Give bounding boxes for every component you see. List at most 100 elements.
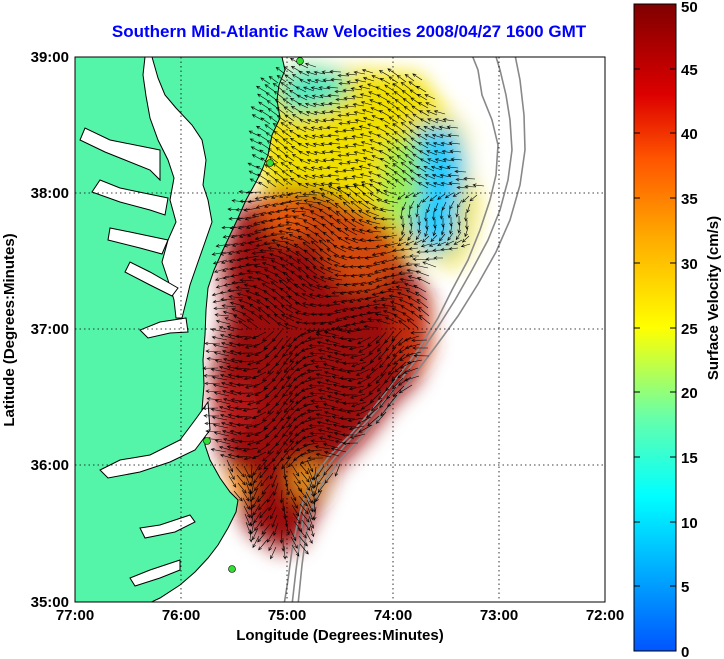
- velocity-arrow: [326, 85, 339, 90]
- velocity-arrow: [274, 98, 285, 107]
- velocity-arrow: [243, 505, 251, 519]
- velocity-arrow: [417, 306, 430, 317]
- velocity-arrow: [230, 233, 246, 239]
- velocity-arrow: [220, 258, 236, 264]
- velocity-arrow: [351, 237, 367, 243]
- velocity-arrow: [401, 89, 412, 98]
- velocity-arrow: [266, 180, 277, 188]
- velocity-arrow: [404, 192, 414, 199]
- velocity-arrow: [252, 258, 268, 262]
- velocity-arrow: [268, 253, 284, 259]
- velocity-arrow: [333, 307, 349, 313]
- velocity-arrow: [268, 115, 279, 124]
- velocity-arrow: [260, 475, 270, 487]
- velocity-arrow: [365, 210, 380, 217]
- colorbar-tick-label: 5: [681, 579, 689, 596]
- velocity-arrow: [379, 395, 390, 409]
- velocity-arrow: [266, 530, 275, 543]
- velocity-arrow: [246, 231, 262, 237]
- velocity-arrow: [235, 286, 251, 290]
- velocity-arrow: [404, 113, 415, 122]
- velocity-arrow: [399, 209, 404, 220]
- velocity-arrow: [363, 246, 379, 251]
- velocity-arrow: [416, 134, 428, 141]
- velocity-arrow: [431, 173, 444, 179]
- velocity-arrow: [350, 167, 363, 171]
- velocity-arrow: [295, 363, 311, 372]
- velocity-arrow: [353, 150, 366, 155]
- velocity-arrow: [244, 423, 261, 429]
- velocity-arrow: [313, 474, 318, 489]
- velocity-arrow: [267, 148, 278, 156]
- velocity-arrow: [430, 125, 443, 131]
- velocity-arrow: [424, 94, 436, 100]
- velocity-arrow: [206, 357, 223, 361]
- velocity-arrow: [342, 88, 355, 93]
- velocity-arrow: [351, 175, 364, 179]
- colorbar-tick-label: 20: [681, 385, 698, 402]
- velocity-arrow: [361, 69, 374, 74]
- velocity-arrow: [292, 472, 301, 485]
- velocity-arrow: [319, 248, 332, 258]
- velocity-arrow: [262, 194, 278, 200]
- velocity-arrow: [321, 110, 334, 114]
- velocity-arrow: [283, 505, 287, 520]
- velocity-arrow: [325, 303, 341, 308]
- velocity-arrow: [409, 303, 422, 313]
- velocity-arrow: [319, 266, 334, 274]
- velocity-arrow: [303, 166, 315, 172]
- velocity-arrow: [448, 246, 459, 251]
- velocity-arrow: [339, 290, 355, 295]
- velocity-arrow: [278, 192, 294, 198]
- velocity-arrow: [289, 431, 302, 443]
- velocity-arrow: [362, 156, 375, 162]
- velocity-arrow: [350, 200, 363, 211]
- velocity-arrow: [377, 102, 389, 109]
- velocity-arrow: [392, 337, 404, 350]
- velocity-arrow: [254, 347, 269, 356]
- velocity-arrow: [239, 240, 255, 246]
- velocity-arrow: [271, 514, 278, 528]
- velocity-arrow: [424, 174, 436, 180]
- velocity-arrow: [251, 154, 263, 161]
- velocity-arrow: [221, 349, 238, 356]
- velocity-arrow: [325, 199, 339, 209]
- velocity-arrow: [238, 359, 255, 364]
- velocity-arrow: [342, 168, 355, 173]
- velocity-arrow: [306, 119, 319, 124]
- velocity-arrow: [259, 467, 269, 479]
- velocity-arrow: [351, 218, 365, 227]
- velocity-arrow: [246, 269, 262, 273]
- velocity-arrow: [418, 150, 430, 157]
- velocity-arrow: [276, 401, 287, 415]
- velocity-arrow: [237, 224, 253, 230]
- velocity-arrow: [318, 166, 331, 170]
- velocity-arrow: [327, 185, 342, 193]
- velocity-arrow: [395, 285, 411, 290]
- velocity-arrow: [267, 362, 279, 375]
- velocity-arrow: [448, 181, 461, 186]
- velocity-arrow: [337, 73, 350, 78]
- velocity-arrow: [274, 178, 285, 187]
- velocity-arrow: [320, 142, 333, 146]
- velocity-arrow: [287, 415, 300, 428]
- velocity-arrow: [416, 199, 423, 209]
- velocity-arrow: [314, 78, 327, 83]
- velocity-arrow: [299, 418, 316, 425]
- velocity-arrow: [235, 207, 251, 212]
- velocity-arrow: [314, 365, 331, 370]
- map-grid: [75, 57, 605, 602]
- velocity-arrow: [280, 295, 293, 306]
- velocity-arrow: [434, 118, 447, 123]
- velocity-arrow: [252, 219, 268, 225]
- velocity-arrow: [205, 349, 222, 353]
- velocity-arrow: [227, 467, 235, 480]
- velocity-arrow: [464, 227, 469, 238]
- velocity-arrow: [409, 169, 420, 177]
- velocity-arrow: [469, 194, 478, 202]
- velocity-arrow: [457, 215, 461, 226]
- velocity-arrow: [359, 392, 374, 402]
- velocity-arrow: [402, 312, 415, 322]
- velocity-arrow: [219, 453, 236, 460]
- velocity-arrow: [439, 133, 452, 138]
